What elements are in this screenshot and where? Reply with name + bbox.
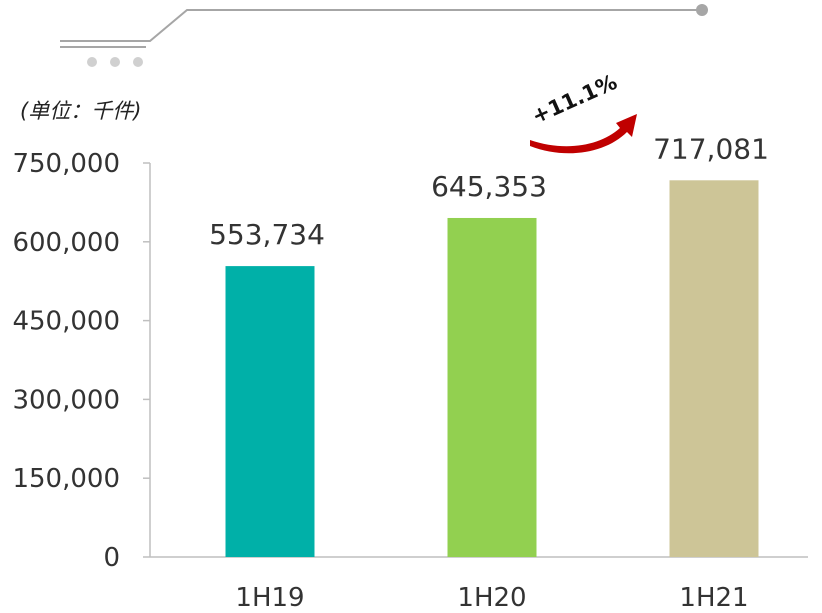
y-tick-label: 150,000 [12,464,120,494]
data-label: 645,353 [431,170,547,203]
y-tick-label: 450,000 [12,307,120,337]
header-decoration [60,4,708,67]
growth-annotation: +11.1% [528,70,637,154]
decoration-dot [133,57,143,67]
x-tick-label: 1H20 [457,583,526,613]
decoration-dot [110,57,120,67]
bar-1h21 [669,180,759,557]
growth-label: +11.1% [528,70,620,129]
y-tick-label: 750,000 [12,149,120,179]
decoration-dot [87,57,97,67]
y-tick-label: 300,000 [12,385,120,415]
data-label: 553,734 [209,218,325,251]
decoration-line [60,9,702,42]
category-labels: 1H19 1H20 1H21 [235,583,748,613]
decoration-endpoint-dot [696,4,708,16]
y-tick-label: 600,000 [12,228,120,258]
growth-arrow-icon [530,114,637,154]
bars [225,180,759,558]
data-label: 717,081 [653,132,769,165]
data-labels: 553,734 645,353 717,081 [209,132,769,251]
unit-label: (单位：千件) [20,99,141,123]
y-axis-ticks: 0 150,000 300,000 450,000 600,000 750,000 [12,149,150,573]
bar-1h19 [225,266,315,557]
x-tick-label: 1H21 [679,583,748,613]
x-tick-label: 1H19 [235,583,304,613]
bar-1h20 [447,217,537,558]
y-tick-label: 0 [103,543,120,573]
